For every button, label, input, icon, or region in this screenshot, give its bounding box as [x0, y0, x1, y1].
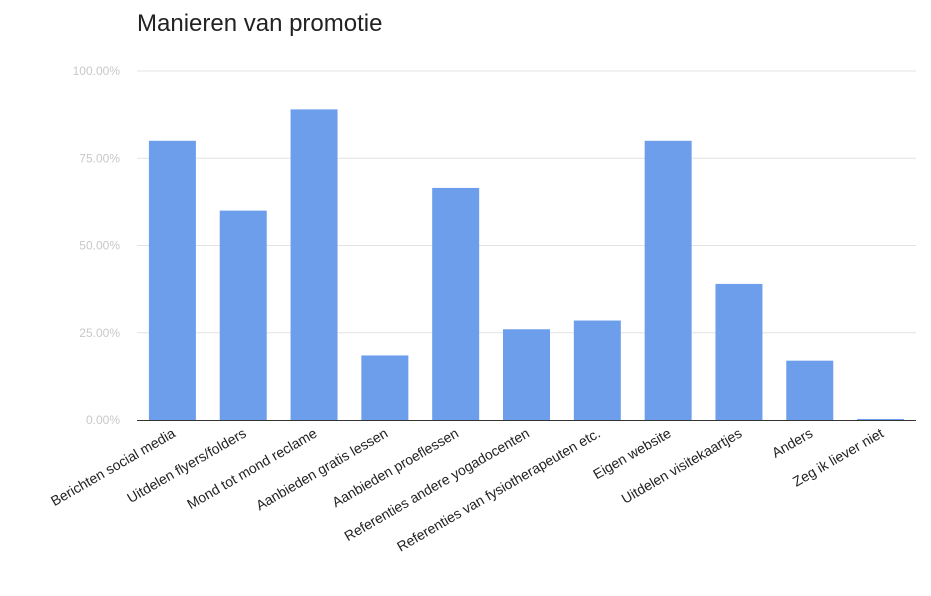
x-tick-label: Uitdelen flyers/folders [124, 425, 249, 506]
x-tick-label: Aanbieden proeflessen [329, 425, 461, 510]
y-tick-label: 25.00% [79, 326, 120, 340]
bar [786, 360, 834, 420]
y-axis-ticks: 0.00% 25.00% 50.00% 75.00% 100.00% [73, 64, 121, 427]
bar [219, 210, 267, 420]
bar [857, 418, 905, 420]
y-tick-label: 50.00% [79, 239, 120, 253]
bar [432, 187, 480, 420]
y-tick-label: 0.00% [86, 413, 120, 427]
x-tick-label: Berichten social media [48, 425, 178, 509]
x-tick-label: Uitdelen visitekaartjes [619, 425, 745, 507]
bar [361, 355, 409, 420]
gridlines [137, 70, 916, 334]
bar [715, 283, 763, 420]
y-tick-label: 75.00% [79, 151, 120, 165]
bars [148, 109, 905, 421]
x-tick-label: Anders [769, 425, 815, 461]
bar [644, 140, 692, 421]
x-tick-label: Aanbieden gratis lessen [253, 425, 390, 514]
bar [148, 140, 196, 421]
bar [573, 320, 621, 420]
chart-title: Manieren van promotie [137, 10, 383, 37]
bar [503, 329, 550, 420]
bar [290, 109, 338, 420]
y-tick-label: 100.00% [73, 64, 121, 78]
